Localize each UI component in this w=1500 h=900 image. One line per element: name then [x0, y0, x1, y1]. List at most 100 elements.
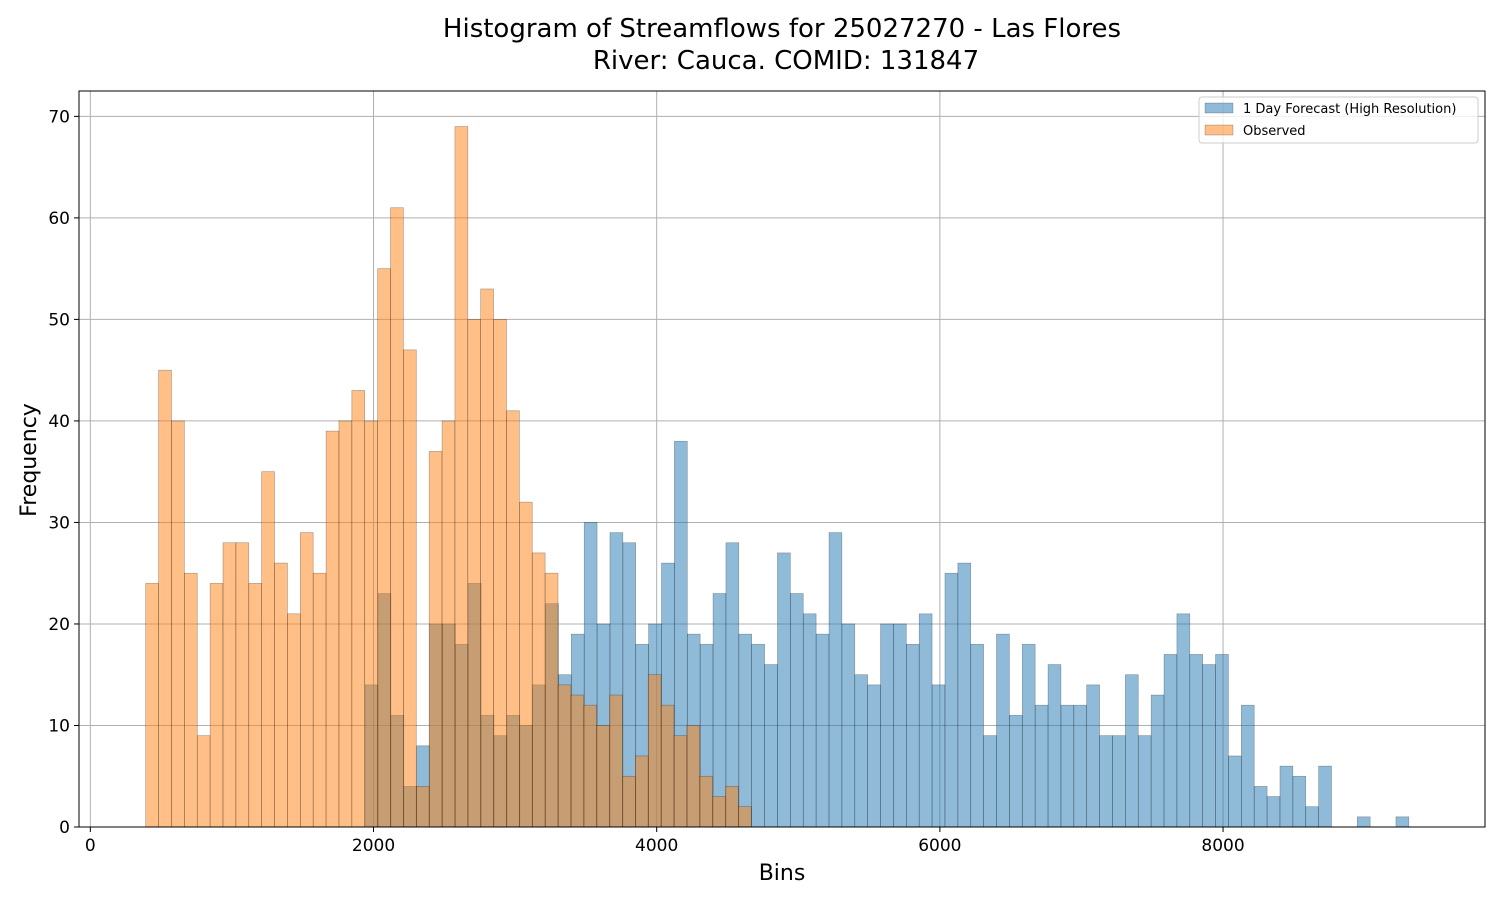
histogram-bar: [764, 664, 778, 828]
histogram-bar: [171, 420, 185, 828]
histogram-bar: [531, 552, 546, 828]
histogram-bar: [441, 420, 456, 828]
histogram-bar: [1176, 613, 1191, 828]
histogram-bar: [699, 775, 713, 828]
histogram-bar: [725, 542, 740, 828]
histogram-bar: [1047, 664, 1062, 828]
histogram-bar: [1292, 775, 1307, 828]
histogram-bar: [338, 420, 353, 828]
histogram-bar: [467, 319, 481, 828]
histogram-bar: [158, 369, 172, 828]
histogram-bars: [145, 126, 1410, 828]
y-tick-label: 70: [48, 107, 70, 127]
histogram-bar: [506, 410, 520, 828]
y-tick-label: 20: [48, 615, 70, 635]
x-tick-label: 2000: [352, 836, 395, 856]
histogram-bar: [673, 735, 688, 828]
histogram-bar: [1241, 704, 1255, 828]
histogram-bar: [1099, 735, 1113, 828]
histogram-bar: [828, 532, 843, 828]
histogram-bar: [867, 684, 881, 828]
histogram-bar: [300, 532, 314, 828]
histogram-bar: [1125, 674, 1139, 828]
histogram-bar: [777, 552, 791, 828]
y-tick-label: 60: [48, 209, 70, 229]
histogram-bar: [1034, 704, 1049, 828]
histogram-bar: [287, 613, 301, 828]
histogram-bar: [609, 694, 623, 828]
histogram-bar: [725, 786, 739, 828]
chart-subtitle: River: Cauca. COMID: 131847: [593, 46, 979, 76]
histogram-bar: [364, 420, 378, 828]
histogram-bar: [1009, 715, 1023, 828]
histogram-bar: [1395, 816, 1410, 828]
histogram-bar: [351, 390, 366, 828]
axis-ticks: 0 2000 4000 6000 8000 0 10 20 30 40 50 60 70: [48, 107, 1244, 856]
series-1: [145, 126, 752, 828]
histogram-bar: [1202, 664, 1216, 828]
histogram-bar: [325, 430, 340, 828]
histogram-bar: [583, 704, 597, 828]
histogram-bar: [1228, 755, 1242, 828]
x-tick-label: 0: [85, 836, 96, 856]
histogram-bar: [738, 633, 752, 828]
histogram-bar: [415, 786, 430, 828]
histogram-bar: [557, 684, 572, 828]
histogram-bar: [454, 126, 469, 828]
y-tick-label: 30: [48, 513, 70, 533]
histogram-bar: [248, 583, 262, 828]
histogram-bar: [222, 542, 237, 828]
y-tick-label: 0: [59, 818, 70, 838]
histogram-bar: [544, 572, 559, 828]
histogram-bar: [570, 694, 585, 828]
histogram-bar: [428, 451, 443, 828]
histogram-bar: [1189, 654, 1203, 828]
histogram-bar: [184, 572, 198, 828]
histogram-bar: [918, 613, 933, 828]
histogram-bar: [1086, 684, 1100, 828]
histogram-bar: [274, 562, 288, 828]
histogram-bar: [970, 643, 984, 828]
histogram-bar: [1150, 694, 1165, 828]
histogram-bar: [944, 572, 959, 828]
histogram-bar: [519, 501, 533, 828]
histogram-bar: [712, 796, 726, 828]
histogram-bar: [145, 583, 159, 828]
legend-label-forecast: 1 Day Forecast (High Resolution): [1243, 102, 1456, 117]
legend-swatch-forecast: [1204, 102, 1234, 114]
histogram-bar: [403, 349, 417, 828]
histogram-bar: [1112, 735, 1126, 828]
histogram-bar: [880, 623, 894, 828]
histogram-bar: [647, 674, 662, 828]
histogram-bar: [1279, 765, 1294, 828]
histogram-bar: [1137, 735, 1152, 828]
histogram-bar: [1356, 816, 1371, 828]
histogram-bar: [854, 674, 868, 828]
legend-swatch-observed: [1204, 124, 1234, 136]
histogram-bar: [841, 623, 856, 828]
histogram-bar: [635, 755, 649, 828]
histogram-bar: [957, 562, 972, 828]
histogram-bar: [660, 704, 675, 828]
histogram-bar: [815, 633, 830, 828]
histogram-bar: [622, 775, 636, 828]
histogram-bar: [377, 268, 391, 828]
legend-label-observed: Observed: [1243, 124, 1306, 139]
x-tick-label: 6000: [918, 836, 961, 856]
histogram-bar: [712, 593, 727, 828]
histogram-bar: [1215, 654, 1229, 828]
histogram-bar: [1060, 704, 1075, 828]
histogram-bar: [196, 735, 211, 828]
histogram-bar: [983, 735, 997, 828]
y-tick-label: 50: [48, 310, 70, 330]
histogram-bar: [996, 633, 1010, 828]
histogram-bar: [209, 583, 224, 828]
histogram-bar: [1253, 786, 1268, 828]
histogram-bar: [312, 572, 327, 828]
legend: 1 Day Forecast (High Resolution) Observe…: [1198, 96, 1479, 144]
y-tick-label: 40: [48, 412, 70, 432]
histogram-bar: [686, 725, 701, 828]
histogram-bar: [906, 643, 920, 828]
histogram-bar: [931, 684, 946, 828]
